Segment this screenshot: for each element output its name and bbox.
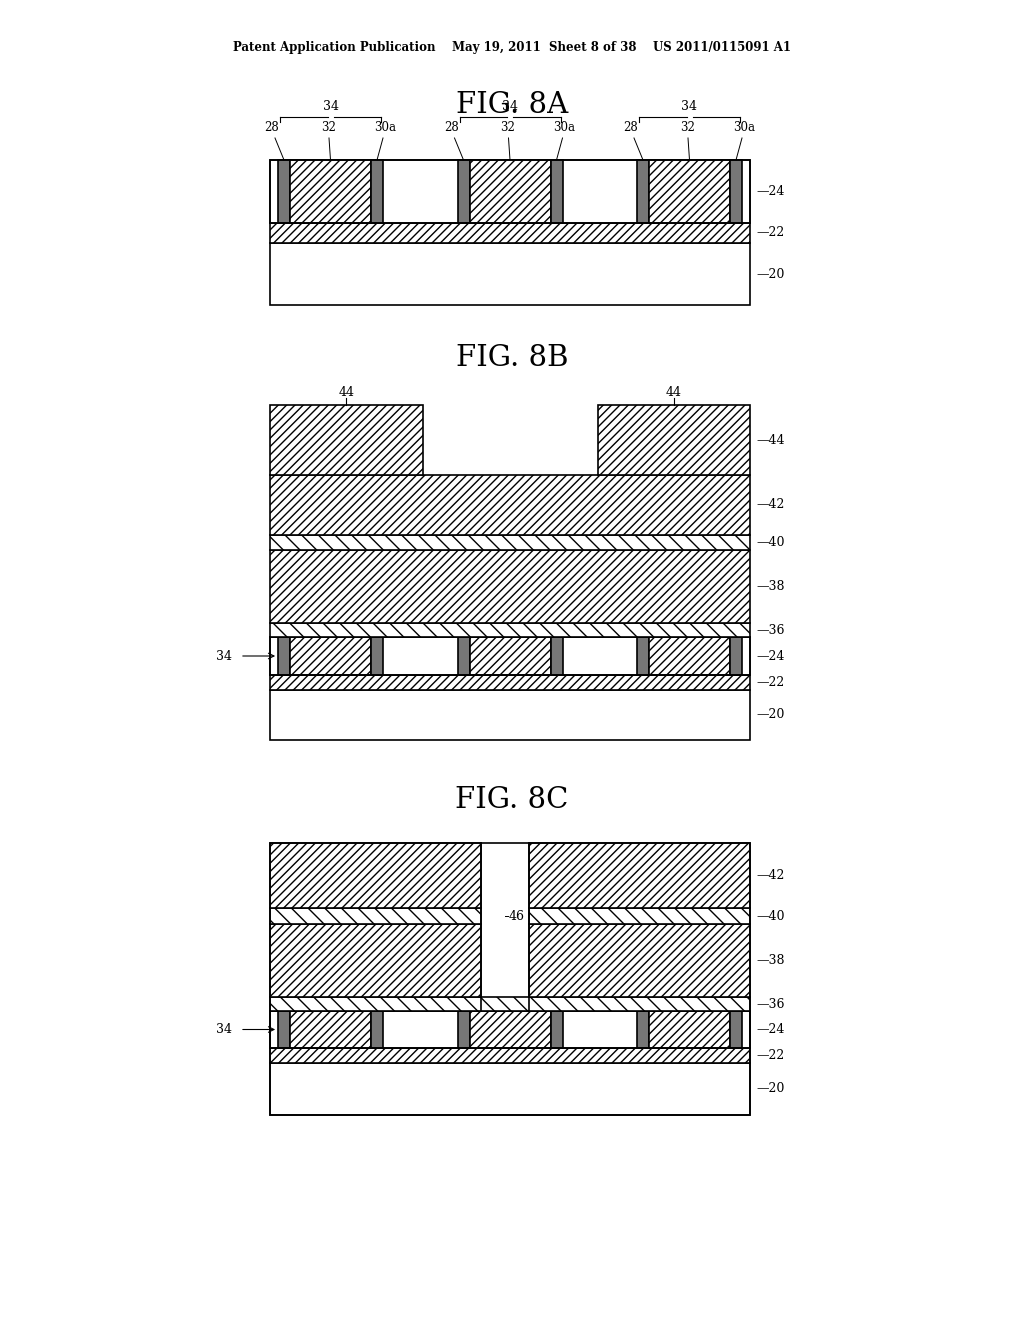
Bar	[290, 160, 371, 223]
Bar	[270, 223, 750, 243]
Bar	[270, 1063, 750, 1115]
Bar	[270, 405, 423, 475]
Bar	[270, 690, 750, 741]
Bar	[529, 908, 750, 924]
Text: 34: 34	[682, 100, 697, 114]
Bar	[278, 160, 290, 223]
Bar	[270, 638, 750, 675]
Text: FIG. 8B: FIG. 8B	[456, 345, 568, 372]
Text: —20: —20	[756, 1082, 784, 1096]
Text: 32: 32	[501, 121, 515, 135]
Bar	[270, 675, 750, 690]
Text: —38: —38	[756, 954, 784, 968]
Bar	[458, 638, 469, 675]
Bar	[270, 843, 481, 908]
Bar	[371, 1011, 383, 1048]
Bar	[270, 475, 750, 535]
Bar	[371, 160, 383, 223]
Text: 44: 44	[666, 387, 682, 400]
Text: —20: —20	[756, 709, 784, 722]
Text: —22: —22	[756, 1049, 784, 1063]
Bar	[529, 843, 750, 908]
Bar	[529, 924, 750, 997]
Bar	[469, 1011, 551, 1048]
Bar	[637, 1011, 649, 1048]
Bar	[278, 638, 290, 675]
Bar	[458, 1011, 469, 1048]
Text: —22: —22	[756, 676, 784, 689]
Bar	[270, 997, 750, 1011]
Bar	[637, 160, 649, 223]
Text: FIG. 8A: FIG. 8A	[456, 91, 568, 119]
Text: —24: —24	[756, 649, 784, 663]
Text: FIG. 8C: FIG. 8C	[456, 785, 568, 814]
Text: 34: 34	[216, 649, 232, 663]
Bar	[270, 160, 750, 223]
Text: 34: 34	[216, 1023, 232, 1036]
Text: —20: —20	[756, 268, 784, 281]
Bar	[730, 638, 742, 675]
Bar	[551, 638, 562, 675]
Bar	[730, 1011, 742, 1048]
Bar	[290, 638, 371, 675]
Text: 44: 44	[338, 387, 354, 400]
Text: —40: —40	[756, 536, 784, 549]
Text: —24: —24	[756, 1023, 784, 1036]
Text: —40: —40	[756, 909, 784, 923]
Bar	[649, 638, 730, 675]
Bar	[637, 638, 649, 675]
Bar	[371, 638, 383, 675]
Bar	[730, 160, 742, 223]
Bar	[270, 1011, 750, 1048]
Text: 30a: 30a	[374, 121, 396, 135]
Text: —44: —44	[756, 433, 784, 446]
Bar	[551, 1011, 562, 1048]
Bar	[270, 550, 750, 623]
Bar	[597, 405, 750, 475]
Bar	[270, 243, 750, 305]
Bar	[270, 535, 750, 550]
Bar	[458, 160, 469, 223]
Bar	[270, 924, 481, 997]
Bar	[270, 638, 750, 675]
Text: 34: 34	[502, 100, 518, 114]
Bar	[270, 1048, 750, 1063]
Bar	[278, 1011, 290, 1048]
Text: 30a: 30a	[554, 121, 575, 135]
Bar	[469, 160, 551, 223]
Text: —22: —22	[756, 227, 784, 239]
Text: —24: —24	[756, 185, 784, 198]
Text: 32: 32	[322, 121, 336, 135]
Bar	[290, 1011, 371, 1048]
Text: 30a: 30a	[733, 121, 755, 135]
Text: —36: —36	[756, 623, 784, 636]
Bar	[649, 160, 730, 223]
Text: 34: 34	[323, 100, 339, 114]
Bar	[270, 160, 750, 223]
Bar	[270, 623, 750, 638]
Text: 32: 32	[680, 121, 695, 135]
Text: —42: —42	[756, 869, 784, 882]
Bar	[551, 160, 562, 223]
Text: 46: 46	[509, 909, 525, 923]
Text: —42: —42	[756, 499, 784, 511]
Bar	[469, 638, 551, 675]
Text: —36: —36	[756, 998, 784, 1011]
Text: 28: 28	[444, 121, 459, 135]
Text: Patent Application Publication    May 19, 2011  Sheet 8 of 38    US 2011/0115091: Patent Application Publication May 19, 2…	[233, 41, 791, 54]
Bar	[270, 843, 750, 1115]
Text: —38: —38	[756, 579, 784, 593]
Text: 28: 28	[624, 121, 638, 135]
Bar	[270, 908, 481, 924]
Text: 28: 28	[264, 121, 280, 135]
Bar	[270, 1011, 750, 1048]
Bar	[649, 1011, 730, 1048]
